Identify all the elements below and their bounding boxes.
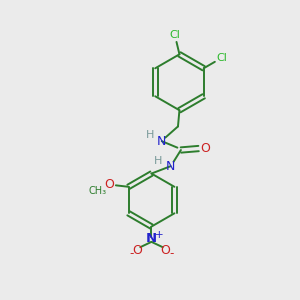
- Text: Cl: Cl: [169, 31, 181, 40]
- Text: N: N: [157, 135, 167, 148]
- Text: -: -: [129, 247, 134, 260]
- Text: -: -: [169, 247, 174, 260]
- Text: +: +: [154, 230, 163, 239]
- Text: N: N: [146, 232, 157, 245]
- Text: N: N: [166, 160, 175, 173]
- Text: CH₃: CH₃: [88, 186, 106, 196]
- Text: O: O: [200, 142, 210, 155]
- Text: O: O: [104, 178, 114, 191]
- Text: H: H: [146, 130, 154, 140]
- Text: H: H: [154, 156, 162, 166]
- Text: O: O: [132, 244, 142, 256]
- Text: Cl: Cl: [217, 53, 228, 63]
- Text: O: O: [161, 244, 170, 256]
